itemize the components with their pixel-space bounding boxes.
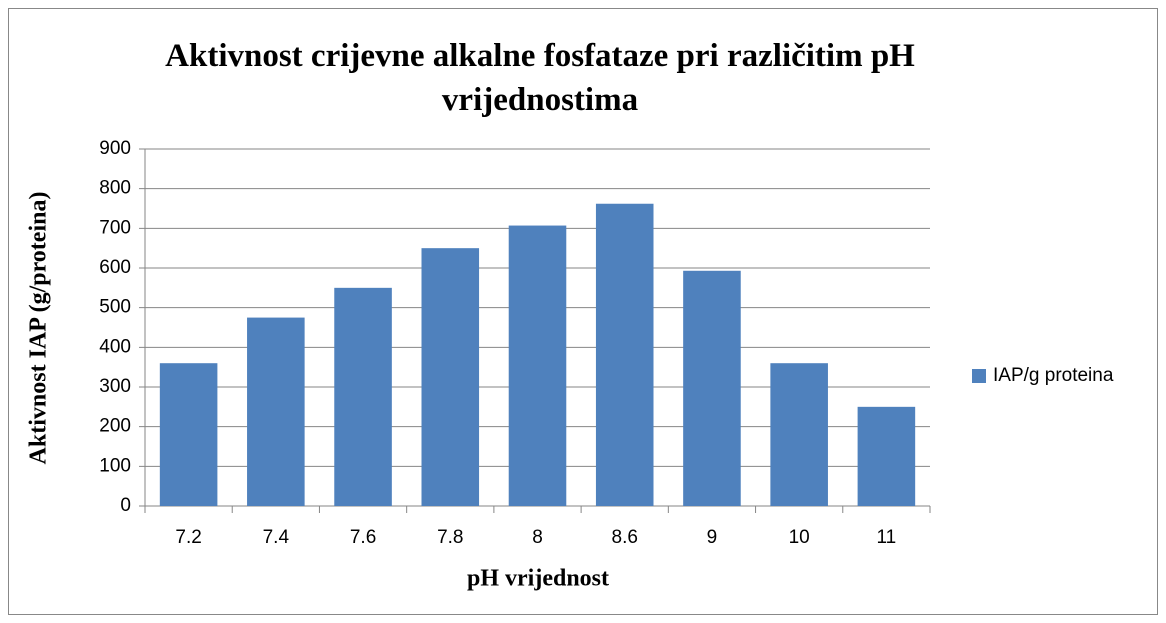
chart-border: [8, 8, 1158, 615]
x-tick-label: 7.2: [175, 527, 201, 548]
y-tick-label: 300: [99, 376, 131, 397]
bar: [508, 225, 567, 506]
legend-swatch: [972, 369, 986, 383]
bar: [770, 363, 828, 506]
bar: [247, 317, 305, 506]
bar: [421, 248, 480, 506]
y-axis-label: Aktivnost IAP (g/proteina): [26, 192, 52, 465]
y-tick-label: 600: [99, 257, 131, 278]
bar: [683, 270, 741, 506]
bar: [334, 287, 392, 506]
bar: [857, 406, 916, 506]
x-tick-label: 10: [789, 527, 810, 548]
y-tick-label: 0: [120, 495, 131, 516]
y-tick-label: 200: [99, 416, 131, 437]
y-tick-label: 900: [99, 138, 131, 159]
legend-label: IAP/g proteina: [993, 365, 1114, 386]
x-tick-label: 11: [877, 527, 897, 548]
y-tick-label: 800: [99, 178, 131, 199]
x-tick-label: 8.6: [612, 527, 638, 548]
bar: [159, 363, 218, 506]
y-tick-label: 100: [99, 455, 131, 476]
x-tick-label: 7.6: [350, 527, 376, 548]
chart-title: Aktivnost crijevne alkalne fosfataze pri…: [165, 38, 915, 118]
x-axis-label: pH vrijednost: [467, 566, 609, 592]
bar: [595, 203, 654, 507]
y-tick-label: 400: [99, 336, 131, 357]
x-tick-label: 7.4: [263, 527, 290, 548]
x-tick-label: 7.8: [437, 527, 463, 548]
y-tick-label: 700: [99, 217, 131, 238]
x-tick-label: 9: [707, 527, 718, 548]
y-tick-label: 500: [99, 297, 131, 318]
x-tick-label: 8: [532, 527, 543, 548]
